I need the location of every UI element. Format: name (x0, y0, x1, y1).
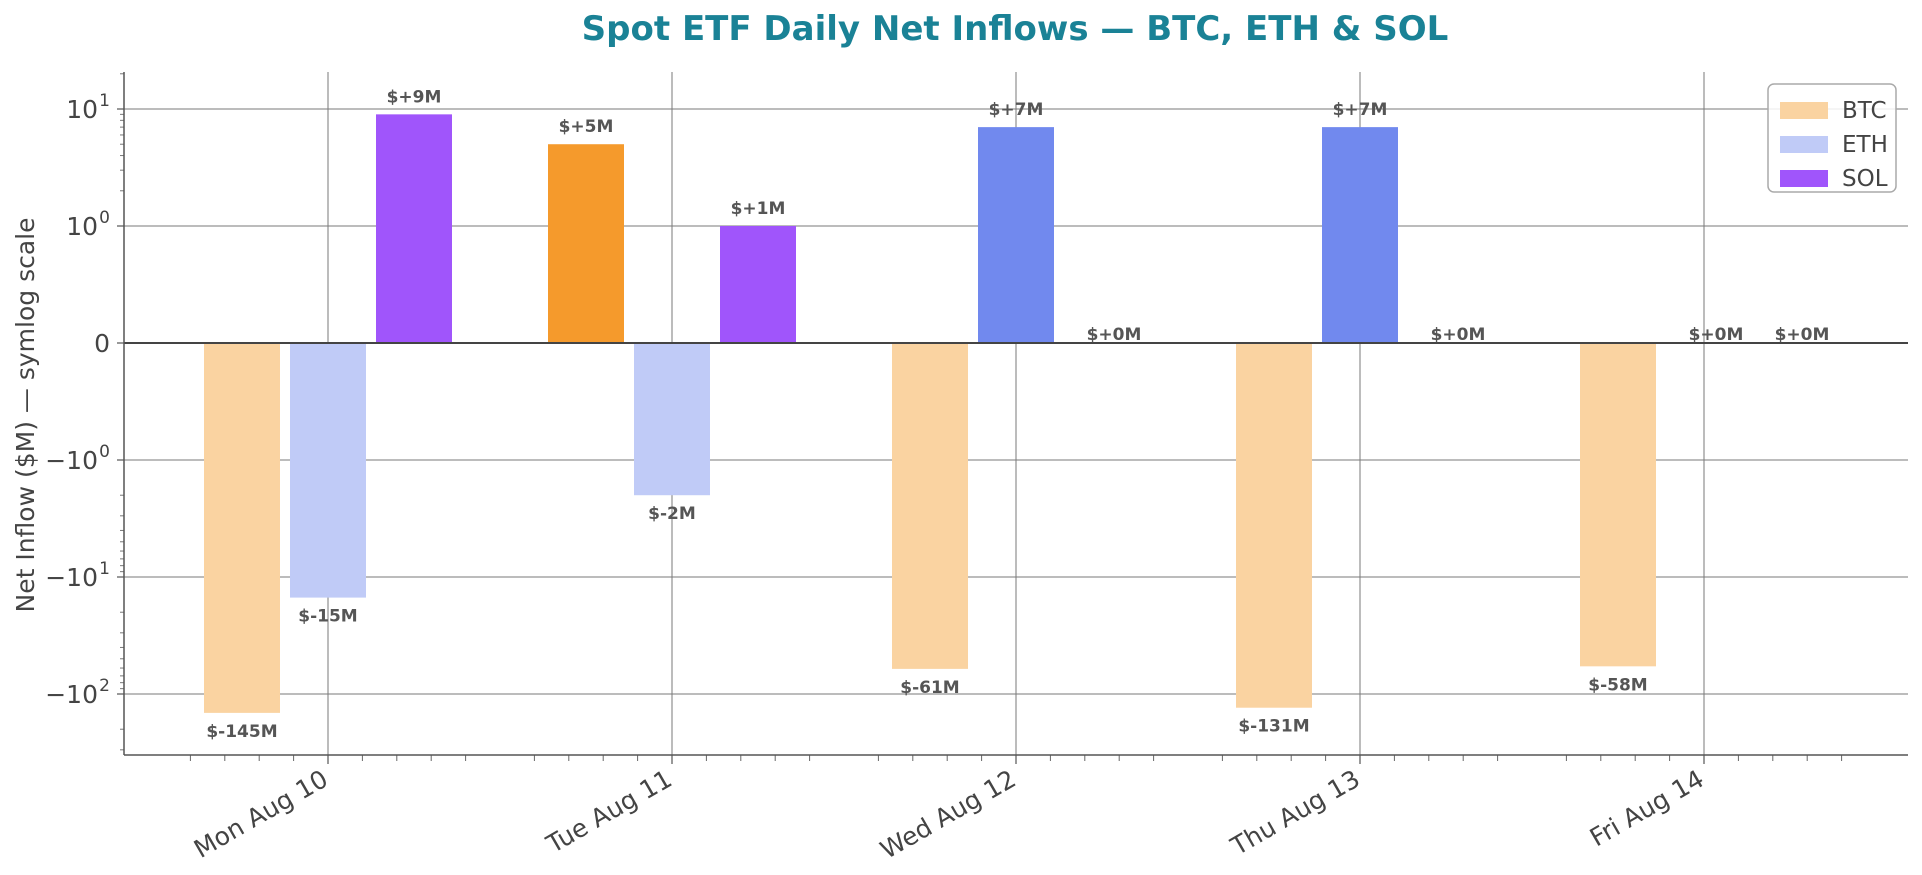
bar-value-label: $+0M (1431, 325, 1486, 345)
bar-btc (1580, 343, 1656, 667)
y-tick-exponent: 0 (99, 442, 110, 462)
y-tick-label: 10 (66, 212, 98, 241)
chart-title: Spot ETF Daily Net Inflows — BTC, ETH & … (582, 9, 1449, 49)
x-tick-label: Thu Aug 13 (1225, 764, 1365, 861)
bar-btc (1236, 343, 1312, 708)
bar-value-label: $+0M (1689, 325, 1744, 345)
legend-label: ETH (1842, 132, 1888, 158)
y-tick-exponent: 1 (99, 91, 110, 111)
y-tick-label: −10 (45, 446, 98, 475)
bar-value-label: $-131M (1238, 717, 1309, 737)
y-tick-exponent: 1 (99, 559, 110, 579)
data-labels: $-145M $+5M $-61M $-131M $-58M $-15M $-2M $+7M $… (206, 87, 1829, 742)
y-tick-exponent: 2 (99, 676, 110, 696)
bar-eth (978, 127, 1054, 343)
bar-btc (204, 343, 280, 713)
bar-value-label: $+7M (989, 100, 1044, 120)
bar-value-label: $+9M (387, 87, 442, 107)
bar-value-label: $+1M (731, 199, 786, 219)
y-tick-label: 0 (94, 329, 110, 358)
bar-value-label: $+5M (559, 117, 614, 137)
x-tick-label: Mon Aug 10 (189, 764, 333, 864)
y-tick-label: 10 (66, 95, 98, 124)
legend: BTC ETH SOL (1767, 83, 1897, 193)
bar-eth (1322, 127, 1398, 343)
y-tick-label: −10 (45, 563, 98, 592)
bars (204, 114, 1656, 713)
legend-swatch-eth (1780, 136, 1828, 153)
bar-value-label: $-61M (900, 678, 959, 698)
legend-swatch-sol (1780, 170, 1828, 187)
bar-sol (376, 114, 452, 343)
bar-eth (634, 343, 710, 496)
bar-value-label: $-145M (206, 722, 277, 742)
y-tick-exponent: 0 (99, 208, 110, 228)
legend-swatch-btc (1780, 102, 1828, 119)
bar-value-label: $+7M (1333, 100, 1388, 120)
x-tick-label: Tue Aug 11 (541, 764, 677, 859)
bar-value-label: $+0M (1087, 325, 1142, 345)
bar-value-label: $-2M (648, 504, 696, 524)
legend-label: SOL (1842, 166, 1888, 192)
legend-label: BTC (1842, 98, 1887, 124)
bar-btc (548, 144, 624, 343)
x-tick-label: Fri Aug 14 (1585, 764, 1709, 852)
bar-sol (720, 226, 796, 343)
bar-value-label: $+0M (1775, 325, 1830, 345)
bar-value-label: $-58M (1588, 675, 1647, 695)
y-axis-label: Net Inflow ($M) — symlog scale (11, 217, 40, 612)
bar-value-label: $-15M (298, 607, 357, 627)
x-tick-label: Wed Aug 12 (875, 764, 1020, 865)
y-tick-label: −10 (45, 680, 98, 709)
bar-eth (290, 343, 366, 598)
bar-btc (892, 343, 968, 669)
